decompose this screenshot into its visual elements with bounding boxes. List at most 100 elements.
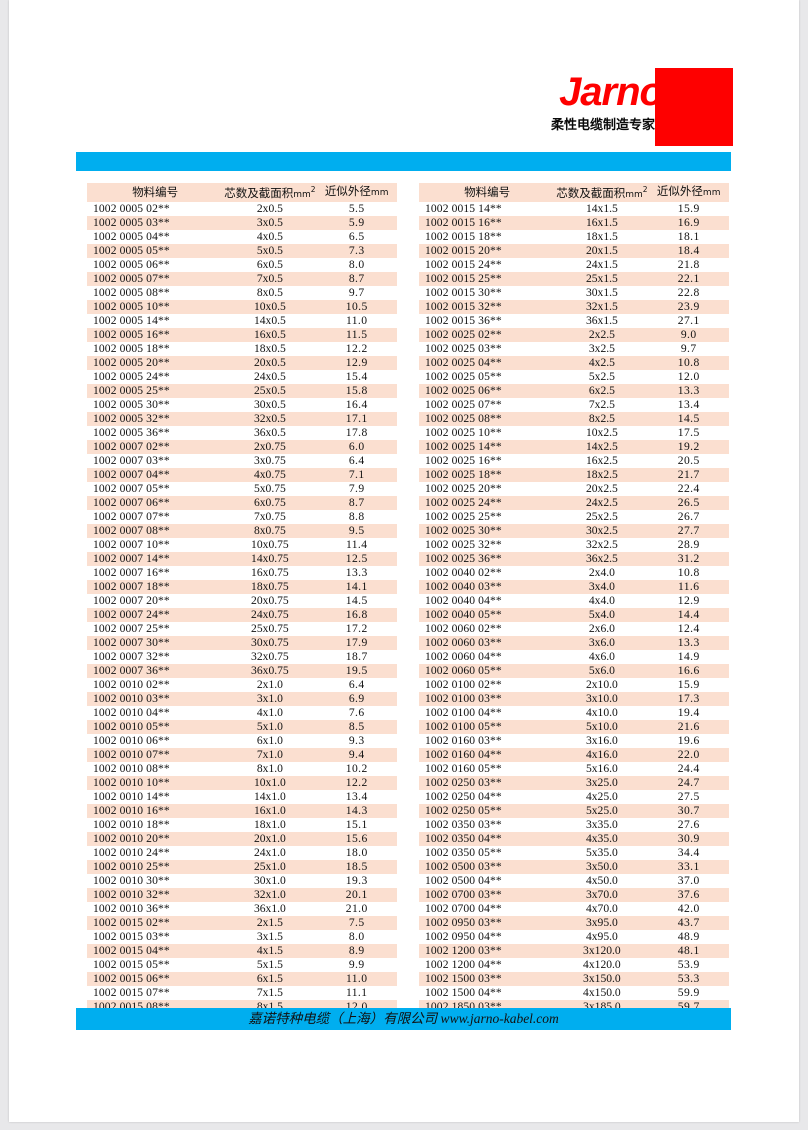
table-row: 1002 0015 16** 16x1.5 16.9 [419,215,729,230]
cell-approx-diameter: 11.1 [345,985,368,999]
cell-approx-diameter: 17.2 [345,621,368,635]
cell-material-code: 1002 0010 04** [93,705,170,719]
table-row: 1002 0025 32** 32x2.5 28.9 [419,538,729,552]
table-row: 1002 0005 32** 32x0.5 17.1 [87,411,397,426]
cell-approx-diameter: 10.8 [677,565,700,579]
cell-approx-diameter: 14.3 [345,803,368,817]
table-row: 1002 0005 10** 10x0.5 10.5 [87,299,397,314]
cell-cores-cross-section: 8x0.5 [256,285,283,299]
cell-material-code: 1002 0015 03** [93,929,170,943]
cell-approx-diameter: 16.4 [345,397,368,411]
cell-material-code: 1002 0007 06** [93,495,170,509]
cell-cores-cross-section: 7x0.5 [256,271,283,285]
column-header-diameter: 近似外径mm [648,183,729,202]
table-row: 1002 0025 25** 25x2.5 26.7 [419,510,729,524]
table-row: 1002 0015 24** 24x1.5 21.8 [419,258,729,272]
table-row: 1002 0010 18** 18x1.0 15.1 [87,818,397,832]
cell-approx-diameter: 12.0 [677,369,700,383]
cell-cores-cross-section: 18x2.5 [585,467,618,481]
cell-cores-cross-section: 18x1.0 [253,817,286,831]
cell-material-code: 1002 0005 36** [93,425,170,439]
table-row: 1002 0007 20** 20x0.75 14.5 [87,594,397,608]
cell-approx-diameter: 22.0 [677,747,700,761]
cell-approx-diameter: 12.4 [677,621,700,635]
table-row: 1002 0007 36** 36x0.75 19.5 [87,663,397,678]
table-row: 1002 0060 03** 3x6.0 13.3 [419,635,729,650]
cell-approx-diameter: 17.9 [345,635,368,649]
table-row: 1002 0950 03** 3x95.0 43.7 [419,915,729,930]
table-row: 1002 0015 07** 7x1.5 11.1 [87,986,397,1000]
header-accent-bar [76,152,731,171]
cell-cores-cross-section: 30x2.5 [585,523,618,537]
cell-approx-diameter: 27.1 [677,313,700,327]
cell-material-code: 1002 1500 04** [425,985,502,999]
table-row: 1002 0025 10** 10x2.5 17.5 [419,426,729,440]
table-row: 1002 0060 05** 5x6.0 16.6 [419,663,729,678]
cell-cores-cross-section: 14x0.5 [253,313,286,327]
cell-approx-diameter: 18.5 [345,859,368,873]
cell-material-code: 1002 0015 14** [425,201,502,215]
table-row: 1002 0007 05** 5x0.75 7.9 [87,482,397,496]
cell-approx-diameter: 27.7 [677,523,700,537]
cell-cores-cross-section: 3x10.0 [585,691,618,705]
cell-material-code: 1002 0005 10** [93,299,170,313]
cell-material-code: 1002 0025 14** [425,439,502,453]
cell-material-code: 1002 0015 20** [425,243,502,257]
spec-table: 物料编号 芯数及截面积mm2 近似外径mm 1002 0005 02** 2x0.… [87,183,397,1028]
cell-approx-diameter: 8.8 [348,509,365,523]
cell-material-code: 1002 0015 36** [425,313,502,327]
cell-approx-diameter: 10.2 [345,761,368,775]
cell-cores-cross-section: 16x2.5 [585,453,618,467]
table-row: 1002 0700 03** 3x70.0 37.6 [419,887,729,902]
cell-approx-diameter: 10.5 [345,299,368,313]
cell-cores-cross-section: 18x0.75 [251,579,289,593]
cell-material-code: 1002 0100 02** [425,677,502,691]
cell-approx-diameter: 13.3 [345,565,368,579]
cell-approx-diameter: 59.9 [677,985,700,999]
table-row: 1002 0015 20** 20x1.5 18.4 [419,243,729,258]
cell-cores-cross-section: 4x35.0 [585,831,618,845]
table-row: 1002 0010 03** 3x1.0 6.9 [87,691,397,706]
cell-material-code: 1002 1500 03** [425,971,502,985]
table-row: 1002 0005 05** 5x0.5 7.3 [87,243,397,258]
table-row: 1002 0010 16** 16x1.0 14.3 [87,803,397,818]
cell-cores-cross-section: 20x0.5 [253,355,286,369]
cell-material-code: 1002 0010 03** [93,691,170,705]
cell-approx-diameter: 8.9 [348,943,365,957]
cell-material-code: 1002 0010 20** [93,831,170,845]
column-header-spec-text: 芯数及截面积 [556,185,626,200]
column-header-spec: 芯数及截面积mm2 [555,183,648,202]
table-row: 1002 0350 04** 4x35.0 30.9 [419,831,729,846]
table-row: 1002 0005 03** 3x0.5 5.9 [87,215,397,230]
cell-material-code: 1002 0005 04** [93,229,170,243]
table-row: 1002 0950 04** 4x95.0 48.9 [419,930,729,944]
cell-approx-diameter: 5.5 [348,201,365,215]
table-row: 1002 0007 25** 25x0.75 17.2 [87,622,397,636]
cell-material-code: 1002 0007 08** [93,523,170,537]
cell-approx-diameter: 19.6 [677,733,700,747]
table-row: 1002 0700 04** 4x70.0 42.0 [419,902,729,916]
cell-material-code: 1002 0060 03** [425,635,502,649]
table-row: 1002 0350 05** 5x35.0 34.4 [419,846,729,860]
cell-material-code: 1002 0025 25** [425,509,502,523]
cell-cores-cross-section: 2x4.0 [588,565,615,579]
cell-approx-diameter: 53.9 [677,957,700,971]
cell-cores-cross-section: 30x1.5 [585,285,618,299]
table-row: 1002 0350 03** 3x35.0 27.6 [419,818,729,832]
column-header-spec-sup: 2 [310,185,316,194]
cell-cores-cross-section: 6x2.5 [588,383,615,397]
cell-material-code: 1002 0005 06** [93,257,170,271]
cell-material-code: 1002 0025 24** [425,495,502,509]
table-row: 1002 0010 32** 32x1.0 20.1 [87,887,397,902]
cell-material-code: 1002 0100 04** [425,705,502,719]
cell-material-code: 1002 0025 20** [425,481,502,495]
cell-approx-diameter: 13.4 [345,789,368,803]
cell-material-code: 1002 0350 05** [425,845,502,859]
cell-material-code: 1002 0350 04** [425,831,502,845]
cell-approx-diameter: 21.6 [677,719,700,733]
table-row: 1002 0010 10** 10x1.0 12.2 [87,775,397,790]
cell-cores-cross-section: 10x0.75 [251,537,289,551]
cell-cores-cross-section: 20x2.5 [585,481,618,495]
table-row: 1002 0005 04** 4x0.5 6.5 [87,230,397,244]
table-row: 1002 0015 36** 36x1.5 27.1 [419,314,729,328]
